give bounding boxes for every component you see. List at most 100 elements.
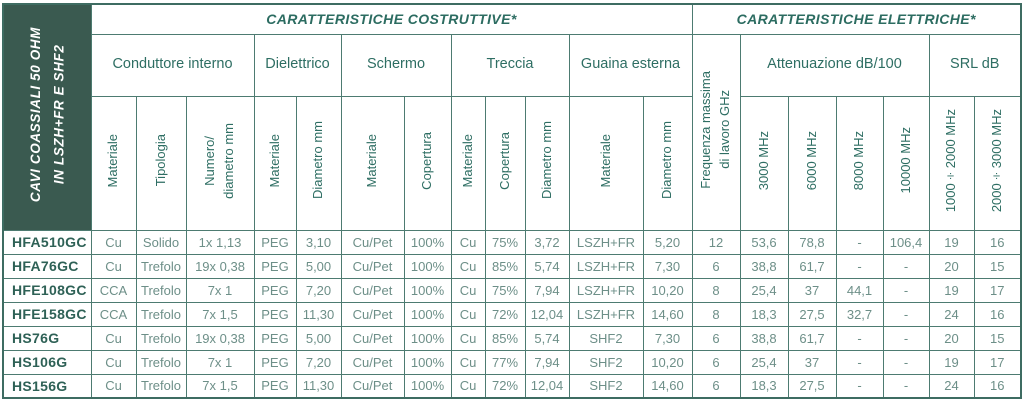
data-cell: Cu	[450, 253, 486, 279]
col-treccia-diametro: Diametro mm	[524, 95, 570, 231]
data-cell: 61,7	[787, 253, 837, 279]
data-cell: Cu	[90, 253, 137, 279]
data-cell: 77%	[484, 349, 526, 375]
table-row: HS156G Cu Trefolo 7x 1,5 PEG 11,30 Cu/Pet 100% C…	[2, 373, 1022, 399]
col-treccia-materiale: Materiale	[450, 95, 486, 231]
data-cell: 15	[973, 253, 1022, 279]
data-cell: 38,8	[739, 325, 789, 351]
data-cell: PEG	[253, 253, 297, 279]
cable-name: HS76G	[2, 325, 92, 351]
data-cell: 8	[691, 301, 741, 327]
data-cell: 6	[691, 253, 741, 279]
column-header-row: Materiale Tipologia Numero/ diametro mm …	[3, 95, 1022, 231]
cable-spec-table: CAVI COASSIALI 50 OHM IN LSZH+FR E SHF2 …	[2, 3, 1022, 399]
data-cell: 12,04	[524, 301, 570, 327]
data-cell: 10,20	[642, 349, 693, 375]
col-attenuazione-8000: 8000 MHz	[835, 95, 884, 231]
data-cell: 16	[973, 301, 1022, 327]
data-cell: Cu/Pet	[340, 373, 405, 399]
data-cell: Trefolo	[135, 373, 187, 399]
data-cell: 19	[928, 277, 975, 303]
data-cell: Cu/Pet	[340, 301, 405, 327]
data-cell: 78,8	[787, 229, 837, 255]
cable-name: HFA510GC	[2, 229, 92, 255]
col-guaina-diametro: Diametro mm	[642, 95, 693, 231]
data-cell: SHF2	[568, 325, 644, 351]
data-cell: LSZH+FR	[568, 301, 644, 327]
col-attenuazione-6000: 6000 MHz	[787, 95, 837, 231]
data-cell: 7,30	[642, 325, 693, 351]
data-cell: Cu	[450, 373, 486, 399]
data-cell: 11,30	[295, 373, 342, 399]
data-cell: 38,8	[739, 253, 789, 279]
section-elettriche: CARATTERISTICHE ELETTRICHE*	[691, 3, 1022, 35]
table-row: HFA510GC Cu Solido 1x 1,13 PEG 3,10 Cu/Pet 100%…	[2, 229, 1022, 255]
data-cell: 5,74	[524, 325, 570, 351]
data-cell: 5,20	[642, 229, 693, 255]
data-cell: PEG	[253, 373, 297, 399]
data-cell: 5,00	[295, 253, 342, 279]
data-cell: 15	[973, 325, 1022, 351]
table-row: HFE108GC CCA Trefolo 7x 1 PEG 7,20 Cu/Pet 100% C…	[2, 277, 1022, 303]
data-cell: 7x 1	[185, 349, 255, 375]
data-cell: 100%	[403, 229, 452, 255]
data-cell: PEG	[253, 349, 297, 375]
data-cell: 100%	[403, 277, 452, 303]
group-header-row: Conduttore interno Dielettrico Schermo T…	[3, 33, 1022, 231]
data-cell: -	[882, 277, 930, 303]
data-cell: 7,94	[524, 349, 570, 375]
data-cell: 75%	[484, 229, 526, 255]
data-cell: Cu	[450, 301, 486, 327]
col-dielettrico-diametro: Diametro mm	[295, 95, 342, 231]
data-cell: Trefolo	[135, 349, 187, 375]
data-cell: 7,30	[642, 253, 693, 279]
data-cell: 32,7	[835, 301, 884, 327]
section-header-row: CAVI COASSIALI 50 OHM IN LSZH+FR E SHF2 …	[2, 3, 1022, 231]
col-attenuazione-10000: 10000 MHz	[882, 95, 930, 231]
group-guaina-esterna: Guaina esterna	[568, 33, 693, 97]
section-costruttive: CARATTERISTICHE COSTRUTTIVE*	[90, 3, 693, 35]
data-cell: 20	[928, 253, 975, 279]
data-cell: 12	[691, 229, 741, 255]
data-cell: 7,94	[524, 277, 570, 303]
data-cell: 72%	[484, 301, 526, 327]
col-dielettrico-materiale: Materiale	[253, 95, 297, 231]
data-cell: 7,20	[295, 277, 342, 303]
data-cell: Cu	[450, 349, 486, 375]
data-cell: -	[835, 229, 884, 255]
data-cell: 3,72	[524, 229, 570, 255]
table-title: CAVI COASSIALI 50 OHM IN LSZH+FR E SHF2	[24, 27, 71, 202]
data-cell: -	[835, 325, 884, 351]
table-title-panel: CAVI COASSIALI 50 OHM IN LSZH+FR E SHF2	[2, 3, 92, 231]
data-cell: 1x 1,13	[185, 229, 255, 255]
data-cell: 17	[973, 349, 1022, 375]
group-treccia: Treccia	[450, 33, 570, 97]
data-cell: Cu/Pet	[340, 277, 405, 303]
col-srl-2000-3000: 2000÷3000 MHz	[973, 95, 1022, 231]
col-schermo-copertura: Copertura	[403, 95, 452, 231]
data-cell: 7x 1	[185, 277, 255, 303]
col-guaina-materiale: Materiale	[568, 95, 644, 231]
table-title-line1: CAVI COASSIALI 50 OHM	[27, 27, 43, 203]
data-cell: Cu/Pet	[340, 325, 405, 351]
data-cell: 19x 0,38	[185, 253, 255, 279]
data-cell: 7x 1,5	[185, 373, 255, 399]
data-cell: 100%	[403, 373, 452, 399]
group-attenuazione: Attenuazione dB/100	[739, 33, 930, 97]
col-attenuazione-3000: 3000 MHz	[739, 95, 789, 231]
data-cell: Cu	[90, 349, 137, 375]
data-cell: 5,00	[295, 325, 342, 351]
data-cell: Trefolo	[135, 253, 187, 279]
data-cell: 61,7	[787, 325, 837, 351]
data-cell: 27,5	[787, 301, 837, 327]
data-cell: SHF2	[568, 373, 644, 399]
data-cell: 24	[928, 373, 975, 399]
data-cell: Solido	[135, 229, 187, 255]
data-cell: PEG	[253, 277, 297, 303]
data-cell: 6	[691, 349, 741, 375]
data-cell: 100%	[403, 349, 452, 375]
data-cell: 24	[928, 301, 975, 327]
data-cell: Cu	[450, 277, 486, 303]
table-row: HS76G Cu Trefolo 19x 0,38 PEG 5,00 Cu/Pet 100% C…	[2, 325, 1022, 351]
data-cell: 18,3	[739, 301, 789, 327]
